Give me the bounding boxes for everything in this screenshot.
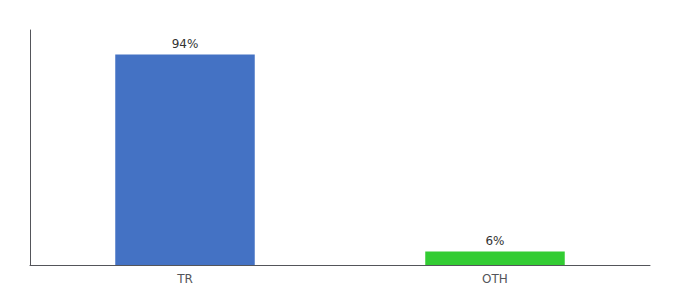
- svg-text:TR: TR: [176, 272, 193, 286]
- svg-text:6%: 6%: [485, 234, 504, 248]
- svg-text:94%: 94%: [172, 37, 199, 51]
- svg-text:OTH: OTH: [482, 272, 508, 286]
